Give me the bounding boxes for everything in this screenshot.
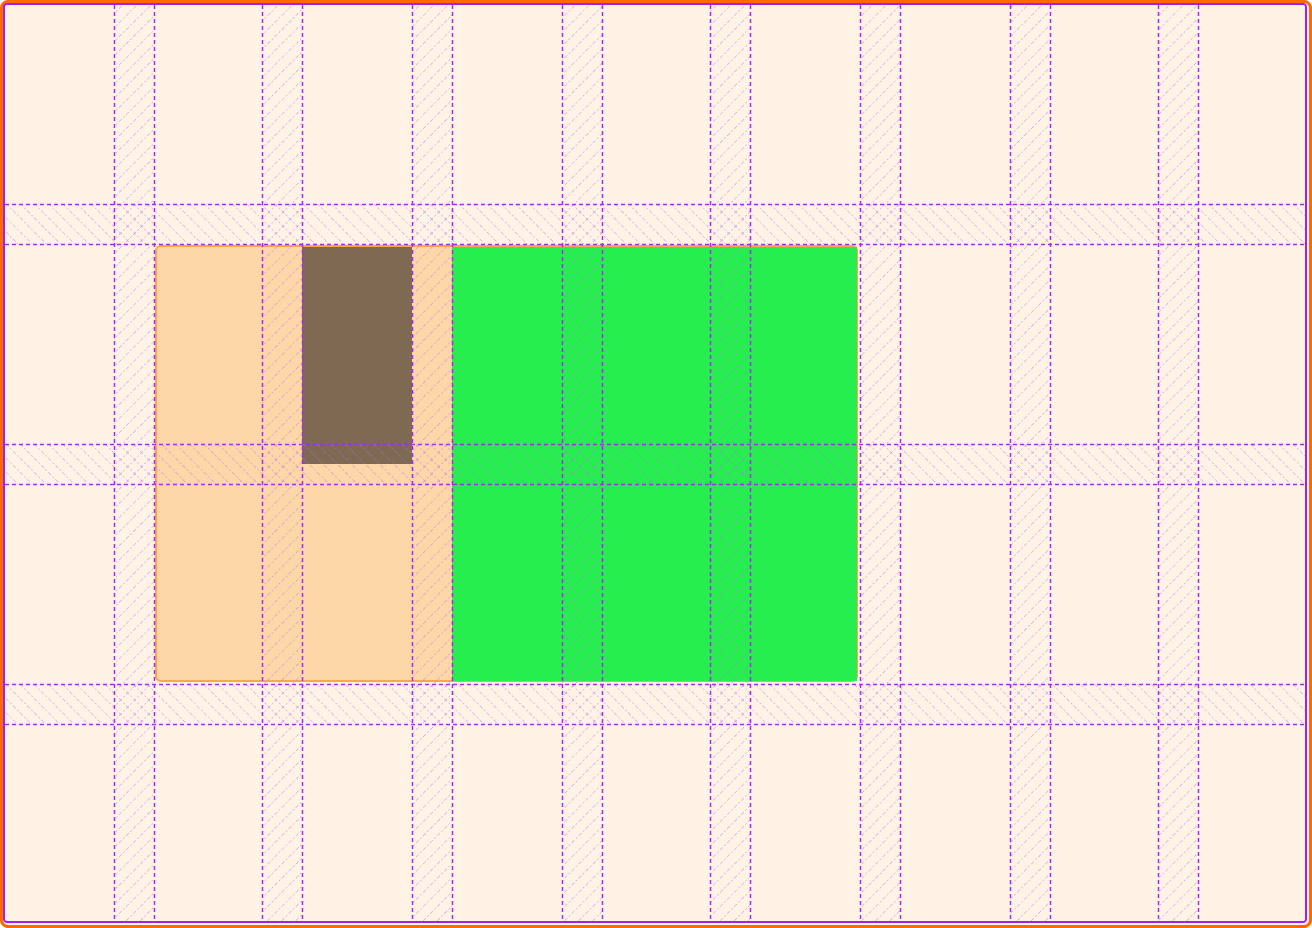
row-gap [5,444,1307,484]
row-gap [5,684,1307,724]
row-gap [5,204,1307,244]
grid-item-brown [302,247,412,464]
